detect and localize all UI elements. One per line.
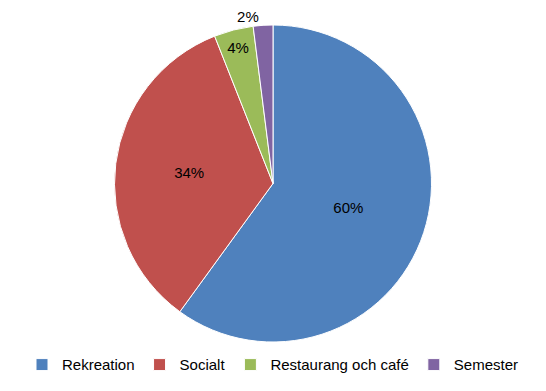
- svg-text:Rekreation: Rekreation: [62, 356, 135, 373]
- svg-text:60%: 60%: [333, 199, 363, 216]
- svg-text:Socialt: Socialt: [180, 356, 226, 373]
- svg-text:2%: 2%: [237, 8, 259, 25]
- svg-text:Restaurang och café: Restaurang och café: [270, 356, 408, 373]
- svg-text:Semester: Semester: [454, 356, 518, 373]
- svg-text:4%: 4%: [227, 39, 249, 56]
- svg-text:34%: 34%: [174, 164, 204, 181]
